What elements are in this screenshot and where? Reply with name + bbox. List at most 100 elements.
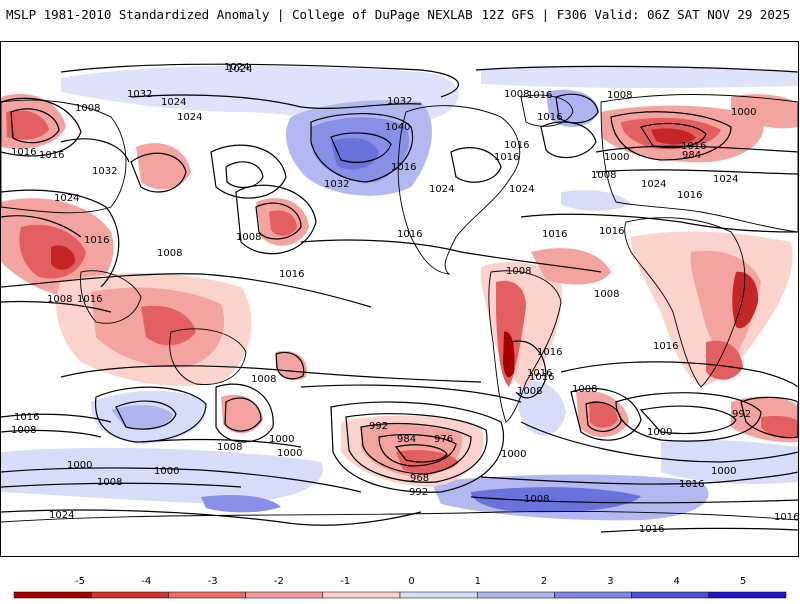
isobar-label: 992 xyxy=(409,487,428,498)
colorbar-tick-label: 4 xyxy=(674,576,680,587)
isobar-label: 1000 xyxy=(277,448,302,459)
isobar-line xyxy=(555,93,599,124)
isobar-line xyxy=(94,386,207,443)
isobar-label: 1000 xyxy=(501,449,526,460)
isobar-labels: 1024103210241024101610321016102410161008… xyxy=(11,62,798,535)
negative-anomaly-shading xyxy=(1,93,798,487)
isobar-label: 1024 xyxy=(509,184,534,195)
isobar-label: 1024 xyxy=(429,184,454,195)
anomaly-colorbar: -5 -4 -3 -2 -1 0 1 2 3 4 5 xyxy=(0,570,800,600)
anomaly-blob xyxy=(51,245,76,270)
isobar-line xyxy=(394,444,448,463)
isobar-line xyxy=(1,509,422,526)
isobar-label: 1008 xyxy=(594,289,619,300)
anomaly-blob xyxy=(221,394,263,434)
colorbar-segment xyxy=(631,591,710,599)
isobar-label: 1016 xyxy=(537,347,562,358)
anomaly-blob xyxy=(481,66,798,88)
isobar-label: 1000 xyxy=(604,152,629,163)
colorbar-tick-label: 2 xyxy=(541,576,547,587)
anomaly-blob xyxy=(706,340,743,380)
isobar-line xyxy=(378,433,457,467)
isobar-line xyxy=(470,496,798,504)
anomaly-blob xyxy=(761,415,798,438)
colorbar-segment xyxy=(708,591,787,599)
isobar-line xyxy=(140,438,302,448)
colorbar-segment xyxy=(476,591,555,599)
isobar-label: 1008 xyxy=(607,90,632,101)
isobar-label: 1000 xyxy=(154,466,179,477)
isobar-line xyxy=(275,351,305,380)
isobar-line xyxy=(235,184,317,255)
colorbar-tick-label: -5 xyxy=(75,576,85,587)
colorbar-tick-label: -2 xyxy=(274,576,284,587)
isobar-line xyxy=(615,392,762,442)
colorbar-tick-label: -3 xyxy=(208,576,218,587)
isobar-line xyxy=(595,145,798,153)
isobar-line xyxy=(610,111,732,161)
isobar-label: 1032 xyxy=(387,96,412,107)
isobar-line xyxy=(600,527,798,533)
isobar-label: 1008 xyxy=(504,89,529,100)
isobar-line xyxy=(560,361,798,388)
isobar-label: 992 xyxy=(732,409,751,420)
isobar-label: 1016 xyxy=(542,229,567,240)
isobar-line xyxy=(115,400,177,430)
isobar-label: 1024 xyxy=(224,62,249,73)
anomaly-blob xyxy=(269,210,297,236)
anomaly-blob xyxy=(471,487,641,513)
colorbar-tick-label: 5 xyxy=(740,576,746,587)
anomaly-blob xyxy=(201,495,281,513)
isobar-label: 1008 xyxy=(251,374,276,385)
isobar-label: 1016 xyxy=(397,229,422,240)
coastline-south-america xyxy=(488,270,562,423)
isobar-label: 1016 xyxy=(774,512,798,523)
isobar-label: 1016 xyxy=(391,162,416,173)
isobar-label: 1016 xyxy=(504,140,529,151)
isobar-line xyxy=(1,482,242,488)
anomaly-blob xyxy=(561,190,631,211)
isobar-line xyxy=(1,273,372,308)
isobar-line xyxy=(1,413,112,423)
colorbar-tick-label: -1 xyxy=(340,576,350,587)
isobar-line xyxy=(1,97,82,157)
isobar-label: 1008 xyxy=(157,248,182,259)
isobar-label: 1008 xyxy=(524,494,549,505)
isobar-label: 1016 xyxy=(639,524,664,535)
coastline-southeast-asia xyxy=(80,270,142,324)
isobar-label: 1040 xyxy=(385,122,410,133)
coastline-antarctica xyxy=(1,511,798,523)
anomaly-blob xyxy=(6,110,49,140)
isobar-label: 992 xyxy=(369,421,388,432)
isobar-label: 1016 xyxy=(11,147,36,158)
isobar-line xyxy=(520,213,798,233)
anomaly-blob xyxy=(111,405,173,430)
isobar-label: 1024 xyxy=(713,174,738,185)
isobar-line xyxy=(215,383,274,443)
colorbar-segments xyxy=(13,591,787,599)
colorbar-tick-label: -4 xyxy=(141,576,151,587)
isobar-line xyxy=(480,471,798,485)
isobar-line xyxy=(585,401,622,432)
isobar-line xyxy=(310,112,414,183)
isobar-label: 1000 xyxy=(67,460,92,471)
anomaly-blob xyxy=(136,143,191,190)
colorbar-tick-label: 1 xyxy=(475,576,481,587)
colorbar-segment xyxy=(399,591,478,599)
isobar-line xyxy=(1,300,112,313)
isobar-line xyxy=(1,215,82,238)
isobar-label: 1008 xyxy=(97,477,122,488)
isobar-label: 1016 xyxy=(14,412,39,423)
model-run-info: 12Z GFS | F306 Valid: 06Z SAT NOV 29 202… xyxy=(481,7,790,22)
colorbar-tick-label: 3 xyxy=(607,576,613,587)
isobar-line xyxy=(10,108,60,144)
isobar-label: 1024 xyxy=(177,112,202,123)
isobar-label: 968 xyxy=(410,473,429,484)
isobar-label: 1016 xyxy=(677,190,702,201)
isobar-label: 984 xyxy=(682,150,701,161)
anomaly-blob xyxy=(503,331,515,378)
isobar-line xyxy=(60,63,460,98)
isobar-line xyxy=(510,340,547,399)
isobar-line xyxy=(224,397,262,432)
isobar-label: 1008 xyxy=(572,384,597,395)
